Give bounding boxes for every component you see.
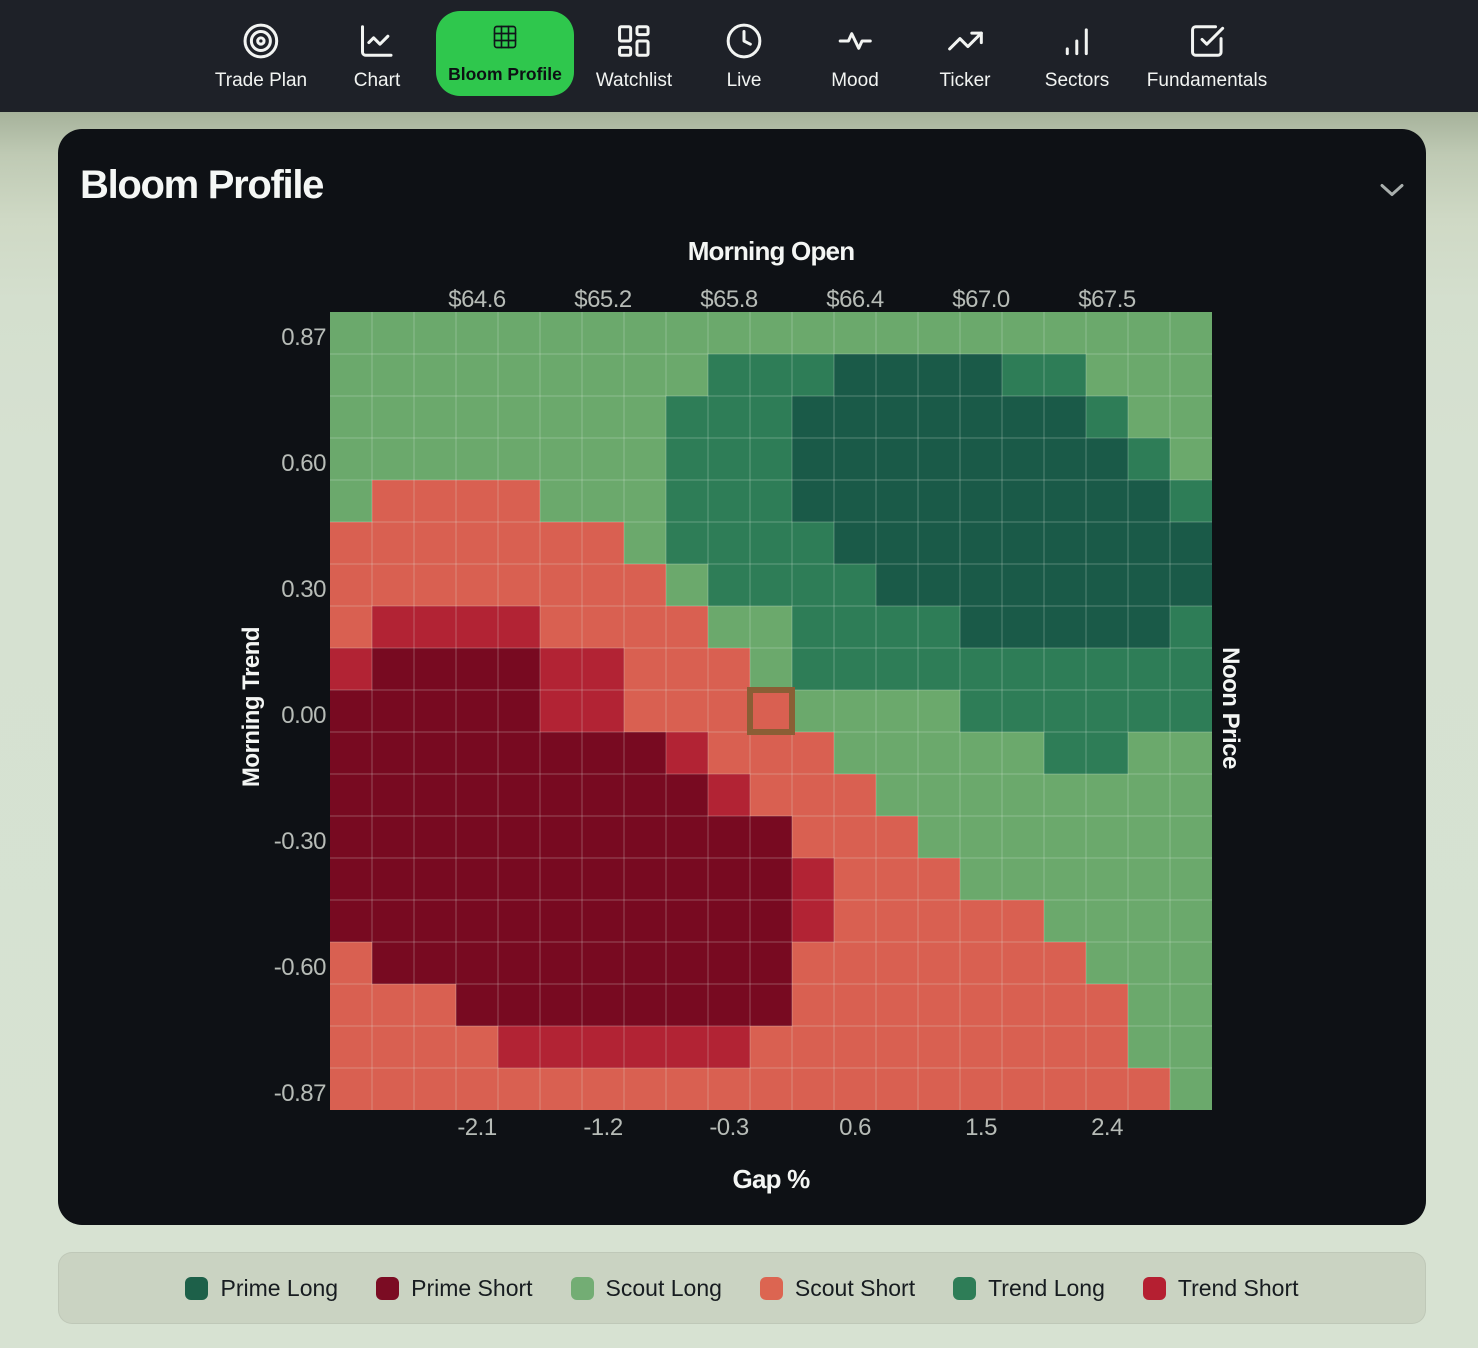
svg-text:-0.87: -0.87	[274, 1080, 326, 1107]
svg-text:Morning Open: Morning Open	[688, 236, 855, 266]
svg-text:$64.6: $64.6	[448, 286, 506, 313]
svg-text:$66.4: $66.4	[826, 286, 884, 313]
svg-text:-2.1: -2.1	[457, 1114, 497, 1141]
svg-text:$65.2: $65.2	[574, 286, 632, 313]
svg-text:$67.0: $67.0	[952, 286, 1010, 313]
svg-text:-0.3: -0.3	[709, 1114, 749, 1141]
svg-text:2.4: 2.4	[1091, 1114, 1123, 1141]
svg-text:0.30: 0.30	[281, 576, 326, 603]
svg-text:Morning Trend: Morning Trend	[238, 627, 265, 787]
svg-text:0.60: 0.60	[281, 450, 326, 477]
svg-text:$65.8: $65.8	[700, 286, 758, 313]
svg-text:1.5: 1.5	[965, 1114, 997, 1141]
svg-text:0.00: 0.00	[281, 702, 326, 729]
svg-text:0.87: 0.87	[281, 324, 326, 351]
svg-text:-0.30: -0.30	[274, 828, 326, 855]
svg-text:Gap %: Gap %	[733, 1164, 811, 1194]
svg-text:-1.2: -1.2	[583, 1114, 623, 1141]
svg-text:0.6: 0.6	[839, 1114, 871, 1141]
svg-text:Noon Price: Noon Price	[1217, 647, 1244, 769]
svg-text:-0.60: -0.60	[274, 954, 326, 981]
svg-text:$67.5: $67.5	[1078, 286, 1136, 313]
